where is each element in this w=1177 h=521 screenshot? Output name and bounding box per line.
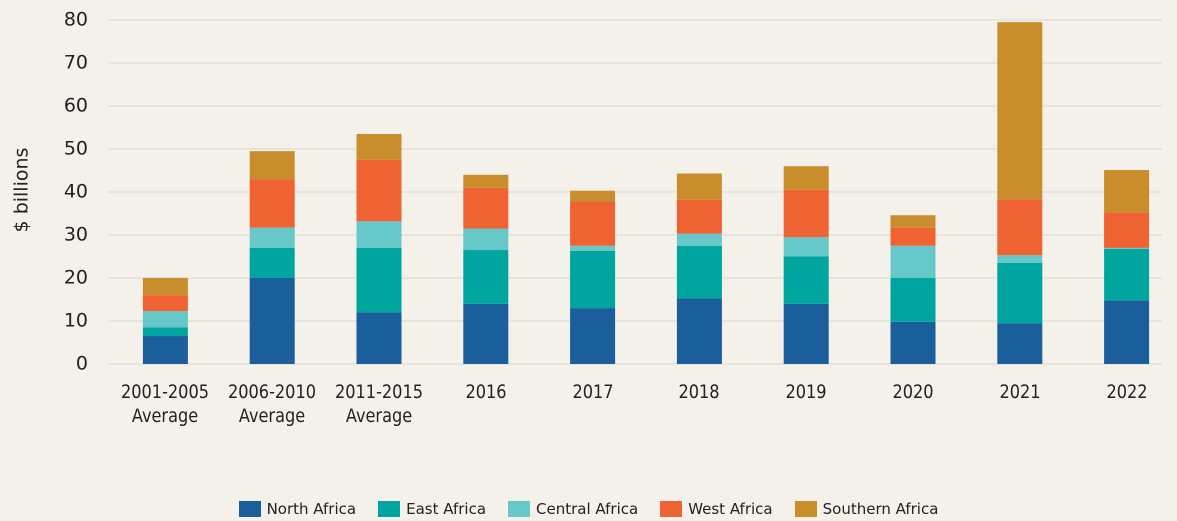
bar-segment xyxy=(249,247,295,278)
bar-segment xyxy=(783,166,829,190)
legend-label: Southern Africa xyxy=(822,500,939,518)
bar-segment xyxy=(463,303,509,364)
x-tick-label: 2021 xyxy=(999,381,1041,403)
bar-segment xyxy=(570,245,616,251)
bar-segment xyxy=(890,245,936,278)
legend-item: North Africa xyxy=(238,500,357,518)
bar-segment xyxy=(249,278,295,364)
legend-item: West Africa xyxy=(660,500,773,518)
bar-segment xyxy=(463,250,509,304)
bar-segment xyxy=(783,237,829,257)
bar-segment xyxy=(1104,248,1150,301)
bar-segment xyxy=(676,173,722,200)
bar-segment xyxy=(1104,212,1150,248)
legend-swatch xyxy=(508,501,531,517)
y-tick-label: 40 xyxy=(64,181,88,203)
bar-segment xyxy=(142,295,188,312)
y-axis-label: $ billions xyxy=(11,148,33,233)
legend-label: Central Africa xyxy=(536,500,639,518)
legend-swatch xyxy=(660,501,683,517)
bar-segment xyxy=(1104,300,1150,364)
bar-segment xyxy=(249,151,295,180)
bar-segment xyxy=(570,250,616,309)
bar-segment xyxy=(463,174,509,188)
bar-segment xyxy=(356,133,402,160)
x-tick-label: 2018 xyxy=(678,381,720,403)
bar-segment xyxy=(997,22,1043,200)
legend-swatch xyxy=(238,501,261,517)
x-tick-label: 2006-2010 Average xyxy=(228,381,317,427)
y-tick-label: 20 xyxy=(64,267,88,289)
x-tick-label: 2022 xyxy=(1106,381,1148,403)
bar-segment xyxy=(463,228,509,251)
x-tick-label: 2017 xyxy=(572,381,614,403)
bar-segment xyxy=(783,189,829,238)
bar-segment xyxy=(1104,170,1150,213)
bar-segment xyxy=(463,187,509,229)
bar-segment xyxy=(890,227,936,246)
bar-segment xyxy=(142,327,188,337)
x-tick-label: 2020 xyxy=(892,381,934,403)
bar-segment xyxy=(570,308,616,364)
legend-label: West Africa xyxy=(688,500,773,518)
bar-segment xyxy=(783,303,829,364)
y-tick-label: 60 xyxy=(64,95,88,117)
bar-segment xyxy=(997,199,1043,256)
bar-segment xyxy=(142,336,188,364)
x-tick-label: 2016 xyxy=(465,381,507,403)
bar-segment xyxy=(676,298,722,364)
legend-swatch xyxy=(378,501,401,517)
bar-segment xyxy=(997,255,1043,263)
bar-segment xyxy=(356,221,402,248)
bar-segment xyxy=(142,278,188,296)
bar-segment xyxy=(570,201,616,246)
bar-segment xyxy=(676,199,722,234)
y-tick-label: 50 xyxy=(64,138,88,160)
y-tick-label: 10 xyxy=(64,310,88,332)
bar-segment xyxy=(249,227,295,248)
bar-segment xyxy=(997,262,1043,324)
bar-segment xyxy=(890,215,936,228)
bar-segment xyxy=(890,321,936,364)
bar-segment xyxy=(356,247,402,313)
y-tick-label: 30 xyxy=(64,224,88,246)
x-tick-label: 2011-2015 Average xyxy=(334,381,424,427)
bar-segment xyxy=(142,311,188,328)
y-tick-label: 0 xyxy=(76,353,88,375)
legend: North Africa East Africa Central Africa Wes… xyxy=(0,500,1177,518)
bar-segment xyxy=(249,179,295,228)
legend-swatch xyxy=(794,501,817,517)
legend-item: Southern Africa xyxy=(794,500,939,518)
x-tick-label: 2019 xyxy=(785,381,827,403)
bar-segment xyxy=(676,245,722,299)
y-tick-label: 70 xyxy=(64,52,88,74)
bar-segment xyxy=(997,323,1043,364)
legend-item: Central Africa xyxy=(508,500,638,518)
legend-label: North Africa xyxy=(266,500,357,518)
x-tick-label: 2001-2005 Average xyxy=(121,381,210,427)
bar-segment xyxy=(783,256,829,304)
legend-item: East Africa xyxy=(378,500,486,518)
bar-segment xyxy=(890,278,936,322)
bar-segment xyxy=(570,190,616,202)
bar-segment xyxy=(676,233,722,246)
y-tick-label: 80 xyxy=(64,9,88,31)
bar-segment xyxy=(1104,247,1150,249)
bar-segment xyxy=(356,159,402,222)
legend-label: East Africa xyxy=(406,500,487,518)
bar-segment xyxy=(356,312,402,364)
